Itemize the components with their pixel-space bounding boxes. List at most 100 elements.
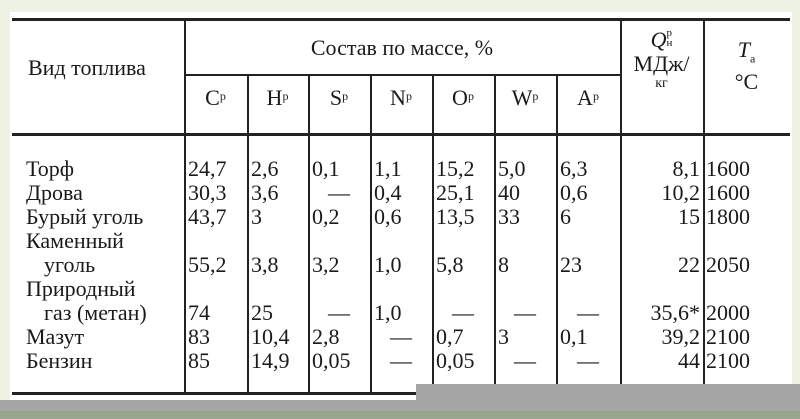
table-cell: 40	[498, 180, 520, 205]
element-letter: S	[329, 85, 343, 110]
table-cell: 85	[188, 348, 210, 373]
table-cell: 3	[498, 324, 509, 349]
table-cell: 3	[251, 204, 262, 229]
subheader-rule	[184, 74, 620, 76]
temp-symbol: T	[737, 37, 750, 62]
header-element: Aр	[556, 86, 620, 110]
header-element: Hр	[247, 86, 308, 110]
fuel-name: Природный	[26, 276, 136, 301]
column-divider	[703, 18, 705, 392]
table-cell: —	[452, 300, 474, 325]
column-divider	[620, 18, 622, 392]
fuel-name: уголь	[44, 252, 96, 277]
temp-unit: °C	[734, 69, 759, 95]
table-cell: 0,05	[436, 348, 475, 373]
table-cell: 6	[560, 204, 571, 229]
table-cell: 2000	[706, 300, 750, 325]
table-cell: 83	[188, 324, 210, 349]
header-element: Oр	[432, 86, 494, 110]
header-composition: Состав по массе, %	[310, 35, 494, 60]
column-divider	[308, 74, 310, 392]
table-cell: 14,9	[251, 348, 290, 373]
table-cell: 3,8	[251, 252, 279, 277]
column-divider	[494, 74, 496, 392]
table-cell: —	[514, 300, 536, 325]
header-temperature: Tа °C	[703, 38, 790, 94]
table-cell: 55,2	[188, 252, 227, 277]
heat-unit-kg: кг	[655, 76, 668, 91]
fuel-name: Дрова	[26, 180, 83, 205]
header-element: Nр	[370, 86, 432, 110]
table-cell: 15,2	[436, 156, 475, 181]
table-cell: 44	[678, 348, 700, 373]
table-cell: 2,8	[312, 324, 340, 349]
table-cell: —	[328, 180, 350, 205]
element-superscript: р	[342, 89, 349, 103]
element-letter: N	[390, 85, 406, 110]
table-cell: 33	[498, 204, 520, 229]
header-fuel-type: Вид топлива	[28, 55, 146, 80]
table-cell: 35,6*	[650, 300, 701, 325]
table-cell: —	[390, 348, 412, 373]
table-cell: 1600	[706, 156, 750, 181]
table-cell: 5,0	[498, 156, 526, 181]
table-cell: 0,2	[312, 204, 340, 229]
table-cell: 5,8	[436, 252, 464, 277]
table-cell: 0,6	[374, 204, 402, 229]
fuel-name: Торф	[26, 156, 75, 181]
column-divider	[370, 74, 372, 392]
scan-shadow-band	[0, 400, 800, 411]
table-cell: 0,4	[374, 180, 402, 205]
element-letter: A	[577, 85, 593, 110]
table-cell: 8	[498, 252, 509, 277]
table-cell: 2100	[706, 348, 750, 373]
table-cell: —	[390, 324, 412, 349]
element-superscript: р	[532, 89, 539, 103]
table-cell: 10,4	[251, 324, 290, 349]
bottom-rule	[12, 392, 790, 395]
table-cell: 1,1	[374, 156, 402, 181]
table-cell: —	[328, 300, 350, 325]
table-cell: 13,5	[436, 204, 475, 229]
header-element: Cр	[184, 86, 247, 110]
table-cell: 8,1	[672, 156, 701, 181]
heat-unit: МДж/	[633, 51, 690, 76]
element-superscript: р	[219, 89, 226, 103]
element-letter: W	[511, 85, 533, 110]
table-cell: 25	[251, 300, 273, 325]
scan-border	[0, 411, 800, 419]
heat-subscript: н	[666, 37, 673, 49]
table-cell: 25,1	[436, 180, 475, 205]
table-cell: 0,7	[436, 324, 464, 349]
column-divider	[432, 74, 434, 392]
table-cell: 43,7	[188, 204, 227, 229]
fuel-name: Бензин	[26, 348, 93, 373]
table-cell: 24,7	[188, 156, 227, 181]
heat-superscript: р	[666, 27, 673, 39]
table-cell: 39,2	[661, 324, 701, 349]
column-divider	[184, 18, 186, 392]
table-cell: 3,2	[312, 252, 340, 277]
element-letter: C	[205, 85, 220, 110]
table-cell: —	[514, 348, 536, 373]
top-rule	[12, 18, 790, 21]
table-cell: 0,1	[312, 156, 340, 181]
table-cell: 74	[188, 300, 210, 325]
element-letter: O	[452, 85, 468, 110]
element-superscript: р	[405, 89, 412, 103]
heat-symbol: Q	[650, 27, 667, 52]
table-cell: 1,0	[374, 252, 402, 277]
table-cell: 1600	[706, 180, 750, 205]
table-cell: 22	[678, 252, 700, 277]
temp-subscript: а	[749, 51, 756, 66]
table-cell: 3,6	[251, 180, 279, 205]
element-superscript: р	[467, 89, 474, 103]
table-cell: 0,1	[560, 324, 588, 349]
table-cell: 1800	[706, 204, 750, 229]
table-cell: 30,3	[188, 180, 227, 205]
fuel-table: Вид топлива Состав по массе, % Cр Hр Sр Nр Oр W…	[10, 12, 792, 400]
fuel-name: Мазут	[26, 324, 85, 349]
scan-shadow	[416, 384, 800, 400]
header-element: Sр	[308, 86, 370, 110]
